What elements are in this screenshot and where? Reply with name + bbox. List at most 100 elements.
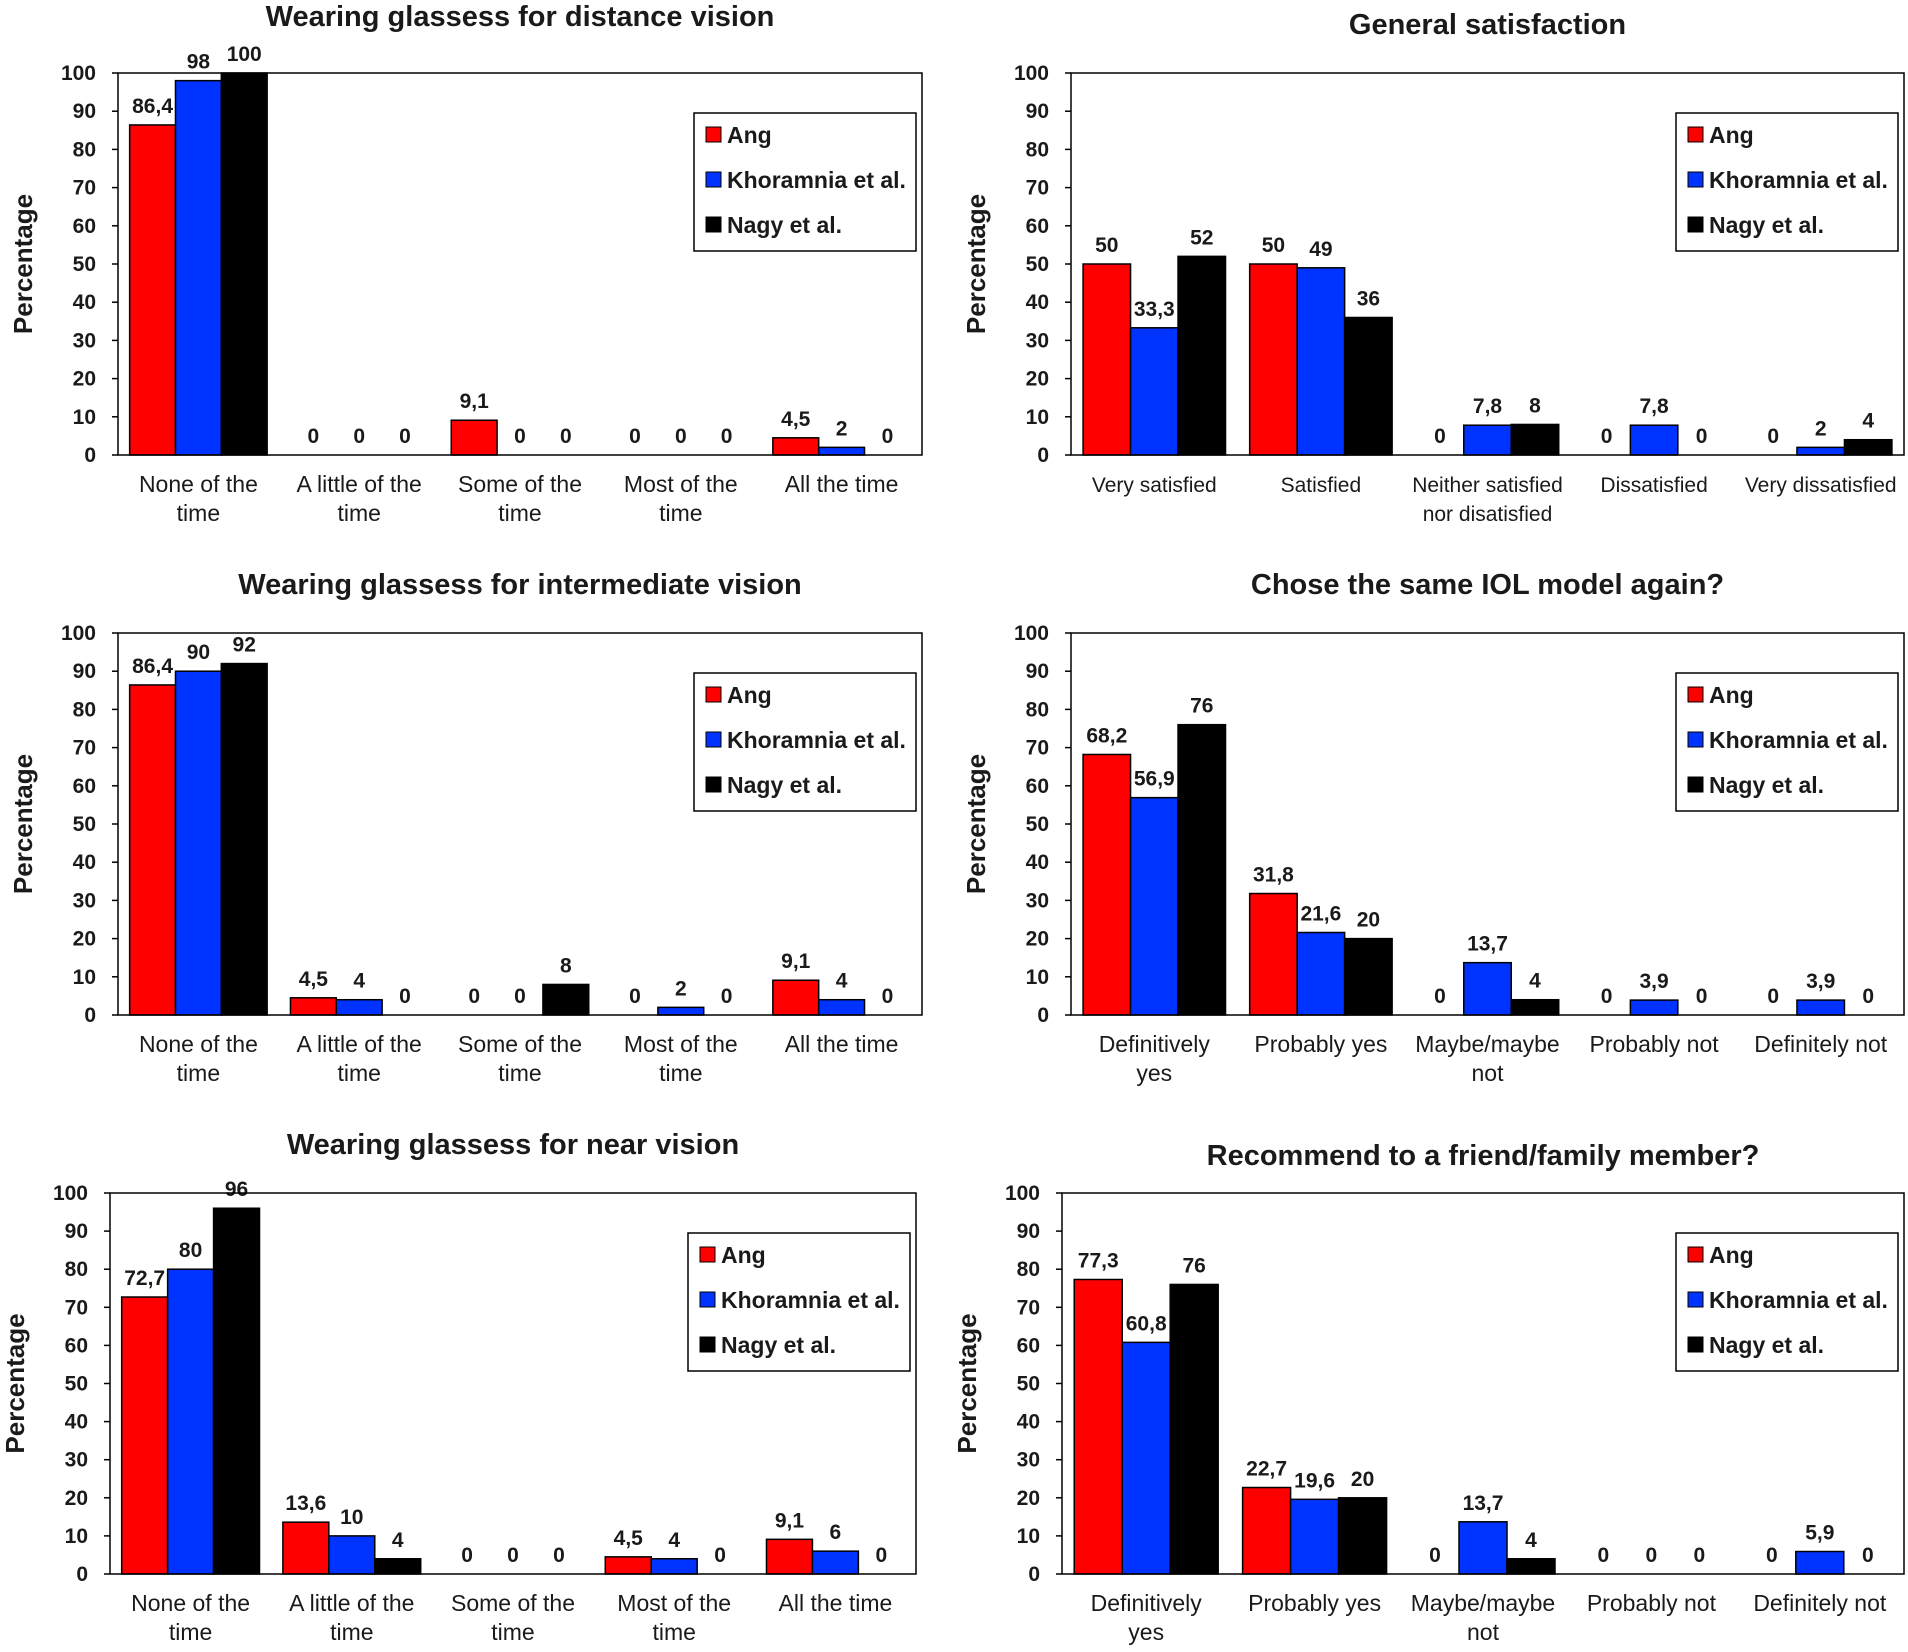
data-label-ang-1: 68,2	[1086, 724, 1127, 747]
data-label-ang-4: 0	[629, 985, 641, 1008]
bar-nagy-et-al-3	[1510, 423, 1560, 456]
bar-nagy-et-al-2	[1343, 937, 1393, 1016]
bar-nagy-et-al-1	[220, 662, 268, 1016]
data-label-nagy-et-al-5: 0	[882, 425, 894, 448]
data-label-khoramnia-et-al-5: 4	[836, 970, 848, 993]
x-category-label: Some of the	[451, 1590, 575, 1616]
bar-ang-1	[128, 684, 177, 1016]
data-label-khoramnia-et-al-4: 2	[675, 977, 687, 1000]
data-label-nagy-et-al-4: 0	[721, 985, 733, 1008]
data-label-khoramnia-et-al-3: 0	[507, 1544, 519, 1567]
y-tick-label: 10	[1026, 966, 1049, 989]
bar-khoramnia-et-al-3	[1458, 1521, 1508, 1575]
y-tick-label: 90	[73, 100, 96, 123]
data-label-khoramnia-et-al-4: 7,8	[1639, 395, 1669, 418]
data-label-ang-4: 0	[1598, 1544, 1610, 1567]
y-tick-label: 10	[73, 966, 96, 989]
legend-label-khoramnia-et-al: Khoramnia et al.	[1709, 167, 1888, 193]
legend-swatch-ang	[1687, 686, 1704, 703]
x-category-label: Most of the	[624, 1031, 738, 1057]
legend-box	[693, 112, 917, 252]
legend-label-ang: Ang	[727, 682, 772, 708]
plot-frame	[117, 632, 923, 1016]
bar-ang-1	[128, 124, 177, 456]
x-category-label: Probably yes	[1254, 1031, 1387, 1057]
y-tick-label: 40	[1026, 291, 1049, 314]
bar-nagy-et-al-2	[374, 1558, 422, 1575]
bar-khoramnia-et-al-5	[817, 446, 866, 456]
y-tick-label: 80	[73, 138, 96, 161]
y-tick-label: 70	[65, 1296, 88, 1319]
legend-label-nagy-et-al: Nagy et al.	[727, 772, 842, 798]
data-label-nagy-et-al-3: 8	[1529, 394, 1541, 417]
bar-khoramnia-et-al-4	[1629, 999, 1679, 1016]
y-tick-label: 100	[1005, 1182, 1040, 1205]
y-tick-label: 30	[1026, 329, 1049, 352]
legend-label-khoramnia-et-al: Khoramnia et al.	[1709, 727, 1888, 753]
legend-label-ang: Ang	[721, 1242, 766, 1268]
bar-nagy-et-al-3	[1510, 998, 1560, 1016]
x-category-label: None of the	[139, 471, 258, 497]
chart-svg: Wearing glassess for near vision Percenta…	[0, 1129, 917, 1645]
y-tick-label: 20	[1026, 368, 1049, 391]
x-category-label: Probably not	[1587, 1590, 1717, 1616]
data-label-ang-5: 9,1	[781, 950, 811, 973]
x-category-label: All the time	[785, 1031, 899, 1057]
y-tick-label: 80	[1017, 1258, 1040, 1281]
legend-box	[687, 1232, 911, 1372]
plot-frame	[1070, 72, 1905, 456]
chart-title: Wearing glassess for intermediate vision	[238, 569, 802, 601]
y-tick-label: 20	[65, 1487, 88, 1510]
bar-khoramnia-et-al-5	[1796, 999, 1846, 1016]
x-category-label: time	[652, 1619, 695, 1645]
bar-ang-2	[1241, 1486, 1292, 1575]
y-tick-label: 30	[1017, 1449, 1040, 1472]
x-category-label: time	[177, 500, 220, 526]
y-tick-label: 30	[73, 329, 96, 352]
data-label-nagy-et-al-2: 0	[399, 985, 411, 1008]
legend-swatch-ang	[705, 686, 722, 703]
legend-swatch-khoramnia-et-al	[1687, 171, 1704, 188]
y-tick-label: 40	[1026, 851, 1049, 874]
legend-label-nagy-et-al: Nagy et al.	[1709, 772, 1824, 798]
y-tick-label: 10	[1026, 406, 1049, 429]
bar-ang-1	[120, 1296, 169, 1575]
bar-nagy-et-al-3	[1506, 1558, 1556, 1575]
bar-khoramnia-et-al-2	[328, 1535, 376, 1575]
data-label-ang-4: 0	[1601, 985, 1613, 1008]
y-tick-label: 80	[73, 698, 96, 721]
y-tick-label: 40	[65, 1411, 88, 1434]
x-category-label: Dissatisfied	[1600, 474, 1707, 497]
y-tick-label: 20	[1026, 928, 1049, 951]
data-label-ang-5: 0	[1767, 985, 1779, 1008]
chart-svg: Wearing glassess for distance vision Perc…	[8, 1, 923, 526]
data-label-khoramnia-et-al-5: 2	[1815, 417, 1827, 440]
y-tick-label: 100	[1014, 622, 1049, 645]
y-tick-label: 50	[73, 813, 96, 836]
data-label-khoramnia-et-al-3: 7,8	[1473, 395, 1503, 418]
data-label-khoramnia-et-al-3: 0	[514, 425, 526, 448]
y-tick-label: 50	[1026, 253, 1049, 276]
y-tick-label: 0	[84, 1004, 96, 1027]
data-label-khoramnia-et-al-1: 98	[187, 51, 211, 74]
y-tick-label: 40	[73, 291, 96, 314]
data-label-ang-4: 4,5	[614, 1527, 644, 1550]
chart-same-iol-again: Chose the same IOL model again? Percentag…	[954, 560, 1908, 1100]
x-category-label: time	[498, 1060, 541, 1086]
data-label-ang-5: 0	[1767, 425, 1779, 448]
bar-khoramnia-et-al-3	[1463, 961, 1512, 1016]
bar-ang-2	[1248, 263, 1298, 456]
legend-label-nagy-et-al: Nagy et al.	[721, 1332, 836, 1358]
legend: Ang Khoramnia et al. Nagy et al.	[687, 1232, 911, 1372]
bar-ang-5	[772, 979, 820, 1016]
legend-label-khoramnia-et-al: Khoramnia et al.	[1709, 1287, 1888, 1313]
legend-swatch-nagy-et-al	[1687, 1336, 1704, 1353]
y-axis-label: Percentage	[961, 754, 991, 894]
data-label-nagy-et-al-5: 4	[1862, 410, 1874, 433]
y-tick-label: 70	[1026, 737, 1049, 760]
data-label-nagy-et-al-4: 0	[1694, 1544, 1706, 1567]
y-axis-label: Percentage	[8, 194, 38, 334]
legend-swatch-ang	[1687, 126, 1704, 143]
chart-distance-vision: Wearing glassess for distance vision Perc…	[0, 0, 954, 540]
bar-nagy-et-al-1	[1169, 1283, 1219, 1575]
